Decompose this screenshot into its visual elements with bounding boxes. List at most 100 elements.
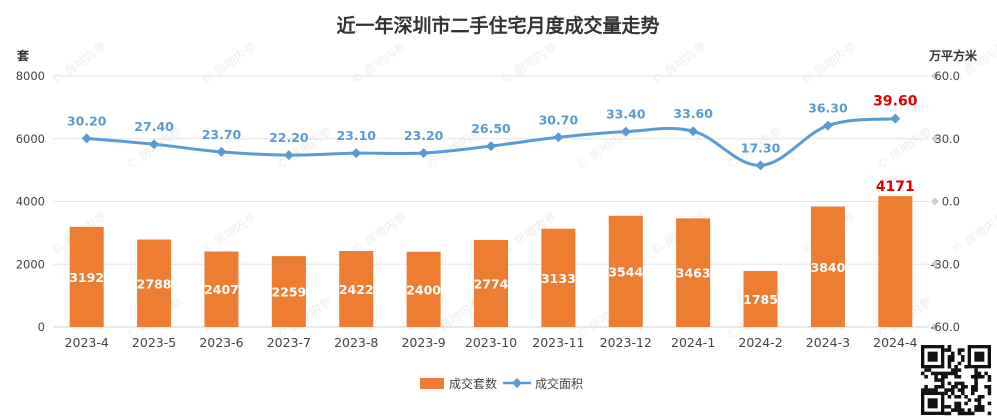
right-axis-tick-label: -60.0 <box>930 320 960 334</box>
qr-module <box>954 365 958 369</box>
qr-module <box>987 411 992 416</box>
bar <box>878 196 913 327</box>
qr-module <box>934 375 938 379</box>
watermark-text: © 房地内参 <box>648 39 709 88</box>
qr-module <box>971 385 975 389</box>
left-axis-tick-label: 0 <box>38 320 45 334</box>
qr-module <box>944 405 948 409</box>
line-marker <box>149 139 160 150</box>
line-data-label: 30.20 <box>67 113 107 128</box>
qr-module <box>987 378 992 382</box>
legend-label-bar: 成交套数 <box>449 376 497 391</box>
qr-module <box>951 358 955 362</box>
qr-module <box>974 378 978 382</box>
qr-module <box>971 411 975 416</box>
bar <box>541 228 576 327</box>
qr-module <box>951 355 955 359</box>
right-axis-tick-label: 30.0 <box>934 132 960 146</box>
qr-module <box>961 358 965 362</box>
qr-module <box>961 411 965 416</box>
bar-data-label: 1785 <box>743 292 778 307</box>
qr-module <box>987 375 992 379</box>
qr-module <box>954 371 958 376</box>
qr-module <box>974 388 978 392</box>
qr-module <box>947 365 952 369</box>
line-data-label: 22.20 <box>269 130 309 145</box>
x-axis-tick-label: 2023-11 <box>532 335 584 350</box>
qr-module <box>954 401 958 406</box>
legend-label-line: 成交面积 <box>535 376 583 391</box>
line-marker <box>553 132 564 143</box>
qr-module <box>944 391 948 396</box>
qr-module <box>961 348 965 352</box>
x-axis-tick-label: 2023-7 <box>267 335 311 350</box>
qr-module <box>951 385 955 389</box>
legend-swatch-bar <box>420 378 444 389</box>
watermark-text: © 房地内参 <box>798 39 859 88</box>
qr-module <box>957 348 962 352</box>
qr-module <box>934 388 938 392</box>
qr-module <box>941 371 945 376</box>
qr-module <box>967 408 972 412</box>
qr-module <box>984 385 988 389</box>
bar <box>271 256 306 327</box>
qr-module <box>927 368 932 372</box>
x-axis-tick-label: 2024-2 <box>738 335 782 350</box>
qr-module <box>941 378 945 382</box>
qr-module <box>977 401 982 406</box>
line-data-label: 30.70 <box>539 112 579 127</box>
qr-module <box>944 388 948 392</box>
right-axis-tick-marker <box>931 323 939 331</box>
watermark-text: © 房地内参 <box>348 209 409 258</box>
bar <box>204 251 239 327</box>
qr-module <box>974 405 978 409</box>
bar-data-label: 3840 <box>811 260 846 275</box>
x-axis-ticks: 2023-4 2023-5 2023-6 2023-7 2023-8 2023-9 2023… <box>65 335 918 350</box>
qr-module <box>944 348 948 352</box>
qr-module <box>947 381 952 386</box>
line-data-label: 33.40 <box>606 107 646 122</box>
qr-module <box>984 371 988 376</box>
bar-data-label: 3544 <box>608 264 643 279</box>
line-data-label: 23.10 <box>336 128 376 143</box>
left-axis-unit: 套 <box>16 48 30 63</box>
qr-module <box>947 395 952 399</box>
qr-module <box>964 395 968 399</box>
right-axis-unit: 万平方米 <box>928 48 978 63</box>
qr-module <box>974 385 978 389</box>
right-axis-tick-label: 60.0 <box>934 69 960 83</box>
qr-module <box>951 371 955 376</box>
bar <box>676 218 711 327</box>
bar <box>743 270 778 327</box>
qr-module <box>977 398 982 402</box>
x-axis-tick-label: 2023-8 <box>334 335 378 350</box>
qr-module <box>934 378 938 382</box>
qr-module <box>977 408 982 412</box>
qr-module <box>954 408 958 412</box>
x-axis-tick-label: 2024-3 <box>806 335 850 350</box>
qr-code-image <box>921 345 992 416</box>
watermark-text: © 房地内参 <box>198 209 259 258</box>
qr-module <box>957 395 962 399</box>
qr-module <box>961 408 965 412</box>
qr-module <box>981 405 985 409</box>
qr-module <box>947 361 952 366</box>
qr-module <box>961 355 965 359</box>
qr-module <box>957 375 962 379</box>
watermark-layer: © 房地内参 © 房地内参 © 房地内参 © 房地内参 © 房地内参 © 房地内参 © 房地… <box>48 39 997 343</box>
qr-module <box>954 385 958 389</box>
right-axis-tick-label: 0.0 <box>942 195 960 209</box>
bar <box>69 226 104 327</box>
bar-data-label: 2422 <box>339 282 374 297</box>
qr-module <box>964 385 968 389</box>
qr-module <box>971 388 975 392</box>
right-axis-ticks: -60.0 -30.0 0.0 30.0 60.0 <box>930 69 960 334</box>
line-marker <box>81 133 92 144</box>
bar-data-label: 3192 <box>69 270 104 285</box>
qr-module <box>951 391 955 396</box>
x-axis-tick-label: 2024-1 <box>671 335 715 350</box>
line-marker <box>418 147 429 158</box>
qr-module <box>944 411 948 416</box>
qr-module <box>924 368 928 372</box>
